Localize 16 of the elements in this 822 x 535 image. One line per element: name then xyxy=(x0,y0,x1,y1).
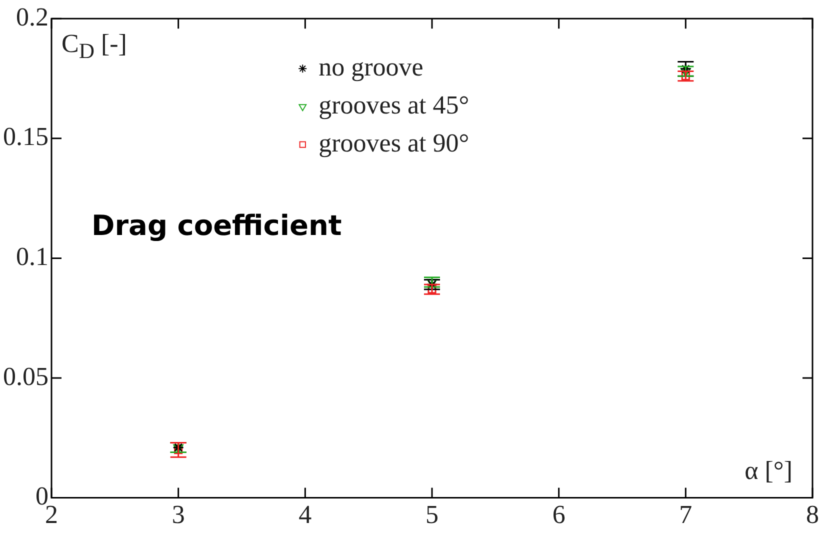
y-tick-label: 0.15 xyxy=(3,122,48,152)
x-tick-label: 7 xyxy=(679,500,692,530)
x-axis-title: α [°] xyxy=(744,456,792,486)
legend-label: grooves at 90° xyxy=(318,128,470,158)
x-tick-label: 8 xyxy=(806,500,819,530)
y-tick-label: 0.1 xyxy=(16,242,48,272)
annotation: Drag coefficient xyxy=(92,208,342,242)
x-tick-label: 6 xyxy=(552,500,566,530)
legend-label: no groove xyxy=(318,52,424,82)
y-tick-label: 0.05 xyxy=(3,362,48,391)
y-axis-title: C$_{D}$ [-] xyxy=(62,28,127,64)
y-tick-label: 0.2 xyxy=(16,2,48,32)
x-tick-label: 5 xyxy=(426,500,438,530)
x-tick-label: 4 xyxy=(298,500,312,530)
legend-label: grooves at 45° xyxy=(318,90,470,120)
x-tick-label: 3 xyxy=(172,500,185,530)
